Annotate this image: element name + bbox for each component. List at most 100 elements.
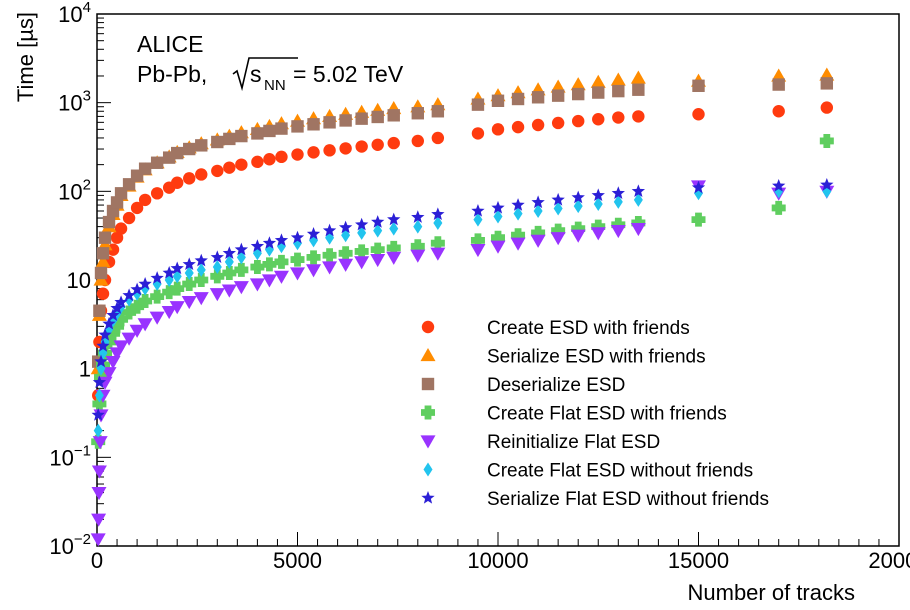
data-point: [413, 219, 423, 234]
data-point: [171, 176, 184, 189]
data-point: [493, 209, 503, 224]
data-point: [410, 249, 426, 263]
data-point: [106, 308, 120, 321]
series-4-points: [91, 133, 834, 449]
data-point: [251, 127, 264, 140]
data-point: [531, 225, 546, 240]
data-point: [322, 248, 337, 263]
data-point: [386, 240, 401, 255]
data-point: [91, 486, 107, 501]
data-point: [221, 284, 237, 298]
data-point: [491, 123, 505, 136]
data-point: [290, 230, 305, 244]
data-point: [210, 269, 225, 284]
data-point: [387, 212, 401, 226]
data-point: [592, 86, 605, 99]
data-point: [572, 114, 585, 128]
data-point: [531, 91, 545, 104]
legend-label: Reinitialize Flat ESD: [487, 432, 660, 453]
data-point: [211, 164, 224, 178]
data-point: [590, 74, 606, 88]
data-point: [411, 210, 425, 223]
data-point: [570, 77, 586, 91]
y-tick-label: 1: [79, 357, 91, 382]
data-point: [262, 257, 277, 272]
data-point: [235, 129, 248, 143]
y-tick-label: 102: [58, 176, 91, 204]
data-point: [530, 234, 546, 248]
data-point: [820, 101, 834, 114]
data-point: [430, 236, 445, 251]
data-point: [430, 247, 446, 261]
data-point: [323, 144, 336, 157]
data-point: [96, 247, 110, 260]
series-2-points: [90, 67, 835, 375]
data-point: [121, 332, 137, 346]
data-point: [233, 281, 249, 295]
data-point: [491, 94, 505, 107]
data-point: [250, 260, 265, 275]
data-point: [138, 162, 152, 175]
data-point: [772, 178, 786, 192]
data-point: [470, 244, 486, 258]
data-point: [371, 138, 384, 151]
data-point: [98, 327, 112, 341]
data-point: [291, 120, 304, 133]
data-point: [194, 273, 209, 287]
legend-marker: [420, 435, 436, 449]
data-point: [234, 242, 249, 256]
data-point: [150, 289, 165, 304]
data-point: [210, 250, 224, 264]
data-point: [354, 244, 369, 259]
data-point: [122, 288, 136, 302]
y-axis-title: Time [µs]: [13, 12, 38, 102]
data-point: [431, 105, 445, 118]
legend-marker: [421, 320, 435, 334]
data-point: [510, 237, 526, 251]
x-tick-label: 20000: [868, 548, 910, 573]
data-point: [491, 230, 505, 245]
x-tick-label: 0: [91, 548, 103, 573]
data-point: [223, 132, 236, 146]
legend-label: Serialize ESD with friends: [487, 347, 706, 368]
data-point: [263, 153, 276, 166]
data-point: [113, 340, 129, 354]
data-point: [513, 206, 523, 221]
data-point: [339, 142, 352, 155]
data-point: [92, 396, 107, 411]
data-point: [431, 131, 445, 145]
data-point: [306, 227, 321, 240]
series-6-points: [93, 184, 832, 438]
data-point: [511, 198, 525, 211]
data-point: [306, 264, 322, 278]
data-point: [470, 233, 485, 248]
data-point: [630, 70, 646, 84]
data-point: [93, 423, 103, 438]
data-point: [273, 270, 289, 284]
data-point: [692, 108, 705, 121]
data-point: [110, 301, 124, 314]
data-point: [91, 408, 105, 421]
data-point: [471, 127, 485, 140]
data-point: [291, 148, 304, 161]
data-point: [631, 184, 646, 197]
legend-label: Create Flat ESD with friends: [487, 404, 727, 425]
data-point: [323, 116, 336, 129]
data-point: [691, 212, 706, 227]
data-point: [338, 258, 354, 272]
data-point: [592, 113, 605, 126]
data-point: [819, 133, 834, 148]
data-point: [612, 111, 625, 124]
data-point: [102, 316, 116, 330]
data-point: [91, 465, 107, 479]
legend-marker: [421, 405, 435, 420]
data-point: [222, 265, 237, 280]
x-tick-label: 15000: [668, 548, 729, 573]
data-point: [551, 116, 565, 130]
collision-energy-symbol: s: [250, 61, 262, 87]
data-point: [590, 227, 606, 241]
data-point: [195, 139, 208, 152]
data-point: [771, 68, 787, 82]
data-point: [96, 287, 110, 300]
